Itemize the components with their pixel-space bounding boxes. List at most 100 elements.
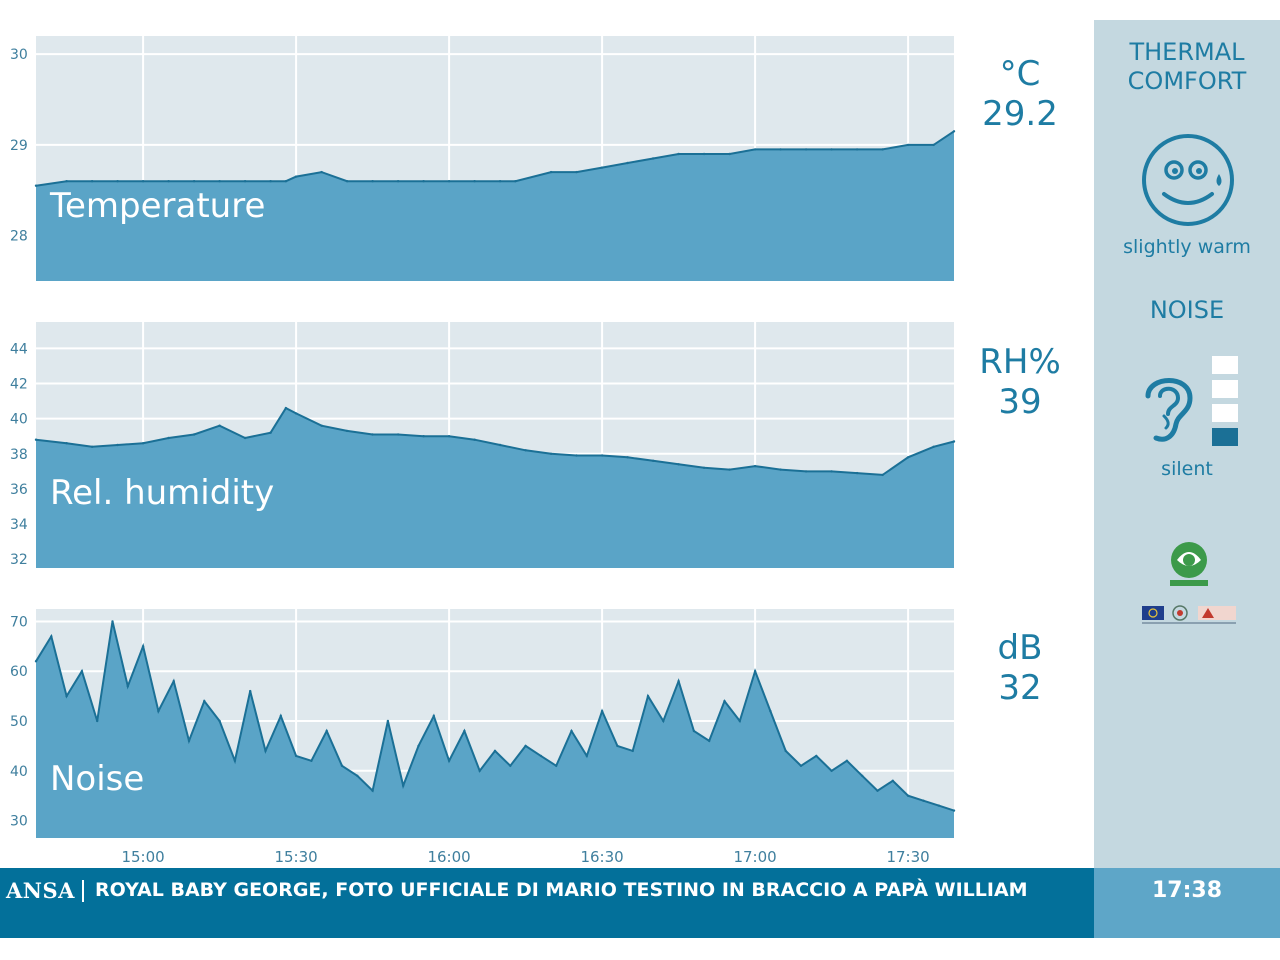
noise-point-14	[249, 689, 252, 693]
noise-point-45	[723, 699, 726, 703]
temperature-point-28	[728, 152, 731, 156]
temperature-point-36	[932, 143, 935, 147]
noise-ytick-label: 50	[10, 714, 28, 730]
temperature-point-29	[753, 148, 757, 151]
noise-point-56	[891, 779, 894, 782]
noise-point-35	[570, 729, 573, 733]
noise-point-29	[478, 769, 481, 772]
temperature-point-30	[779, 148, 782, 151]
humidity-point-9	[269, 431, 272, 434]
noise-status: silent	[1161, 458, 1213, 480]
noise-point-36	[585, 754, 588, 758]
noise-point-21	[356, 774, 359, 777]
temperature-point-6	[192, 180, 196, 183]
funding-logos	[1142, 605, 1236, 624]
humidity-point-28	[728, 468, 731, 471]
noise-point-5	[111, 620, 114, 623]
temperature-point-37	[952, 130, 956, 133]
humidity-point-32	[830, 470, 833, 473]
xtick-label: 16:00	[427, 848, 470, 866]
humidity-point-13	[345, 429, 349, 433]
noise-point-49	[784, 749, 787, 753]
humidity-point-37	[952, 440, 956, 443]
humidity-point-11	[294, 412, 298, 415]
temperature-point-14	[371, 180, 374, 183]
humidity-ytick-label: 40	[10, 412, 28, 428]
noise-point-47	[753, 670, 757, 673]
humidity-point-29	[753, 464, 757, 468]
noise-point-50	[799, 764, 803, 767]
temperature-point-4	[141, 180, 145, 183]
noise-point-24	[402, 784, 405, 787]
noise-point-10	[187, 739, 191, 743]
temperature-point-20	[514, 180, 517, 183]
temperature-point-2	[90, 180, 94, 183]
noise-point-59	[937, 804, 940, 807]
temperature-point-22	[575, 170, 578, 174]
humidity-point-30	[779, 468, 782, 471]
noise-ytick-label: 30	[10, 814, 28, 830]
temperature-point-11	[294, 175, 298, 178]
humidity-ytick-label: 38	[10, 447, 28, 463]
noise-point-16	[279, 714, 282, 718]
humidity-point-35	[906, 456, 910, 459]
temperature-point-31	[804, 148, 808, 151]
humidity-series-line	[35, 406, 955, 476]
humidity-point-3	[116, 443, 119, 447]
noise-point-25	[417, 744, 420, 748]
temperature-ytick-label: 30	[10, 47, 28, 63]
noise-point-48	[769, 709, 772, 713]
temperature-area	[36, 131, 954, 281]
humidity-point-0	[34, 438, 38, 441]
noise-point-19	[325, 729, 328, 733]
humidity-unit: RH%	[979, 342, 1061, 382]
humidity-ytick-label: 34	[10, 517, 28, 533]
noise-point-2	[65, 694, 68, 698]
noise-level-1	[1212, 428, 1238, 446]
noise-ytick-label: 70	[10, 614, 28, 630]
noise-point-3	[80, 670, 84, 673]
humidity-point-6	[192, 433, 196, 436]
temperature-point-3	[116, 180, 119, 183]
noise-point-13	[233, 759, 237, 762]
temperature-point-25	[651, 157, 655, 160]
project-logo	[1170, 542, 1208, 586]
noise-point-4	[96, 719, 99, 723]
temperature-point-32	[830, 148, 833, 151]
temperature-point-26	[677, 152, 680, 156]
temperature-value: 29.2	[982, 94, 1058, 134]
noise-point-44	[708, 739, 711, 743]
humidity-reading: RH% 39	[950, 342, 1090, 422]
noise-point-34	[555, 764, 558, 767]
noise-point-58	[922, 799, 925, 802]
temperature-point-35	[906, 143, 910, 147]
noise-point-33	[539, 754, 543, 758]
temperature-point-7	[218, 180, 221, 183]
humidity-point-25	[651, 459, 655, 462]
humidity-point-24	[626, 456, 629, 459]
humidity-point-20	[524, 449, 527, 452]
noise-point-18	[310, 759, 313, 762]
noise-point-17	[294, 754, 298, 758]
noise-point-52	[830, 769, 833, 772]
noise-ytick-label: 60	[10, 664, 28, 680]
temperature-point-13	[345, 180, 349, 183]
noise-point-43	[692, 729, 696, 733]
thermal-comfort-title-line2: COMFORT	[1127, 67, 1247, 95]
humidity-point-26	[677, 463, 680, 466]
temperature-point-17	[447, 180, 451, 183]
noise-point-37	[600, 709, 604, 713]
noise-point-53	[845, 759, 849, 762]
noise-ytick-label: 40	[10, 764, 28, 780]
clock-panel: 17:38	[1094, 868, 1280, 938]
noise-value: 32	[998, 668, 1042, 708]
temperature-point-23	[600, 166, 604, 169]
clock: 17:38	[1151, 878, 1223, 903]
xtick-label: 15:30	[274, 848, 317, 866]
noise-point-12	[218, 719, 221, 723]
noise-point-22	[371, 789, 374, 792]
humidity-point-33	[855, 471, 859, 475]
xtick-label: 17:00	[733, 848, 776, 866]
humidity-point-36	[932, 445, 935, 448]
temperature-point-0	[34, 184, 38, 187]
